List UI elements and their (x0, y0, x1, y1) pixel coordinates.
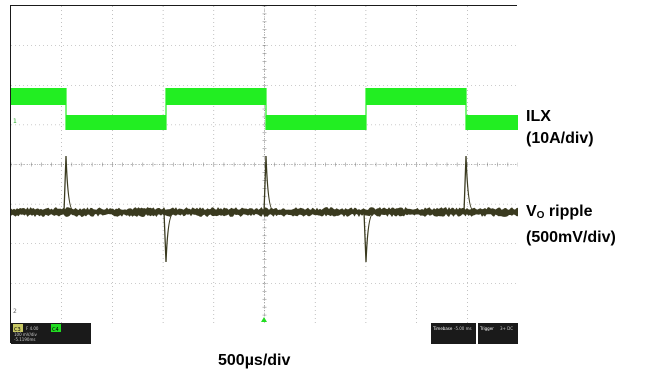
ilx-high-segment (11, 88, 66, 105)
vo-scale: (500mV/div) (526, 229, 616, 246)
trigger-title: Trigger (479, 326, 494, 331)
ilx-scale: (10A/div) (526, 130, 594, 147)
vo-spike-up (63, 155, 74, 213)
timebase-title: Timebase (432, 326, 453, 331)
ch3-tag (13, 324, 23, 332)
trigger-position-icon (261, 317, 267, 322)
ch4-tag-text: C4 (52, 327, 59, 333)
ilx-low-segment (466, 115, 518, 130)
ilx-label: ILX (10A/div) (526, 106, 594, 150)
ch3-position: -5.1190ms (14, 337, 35, 342)
vo-suffix: ripple (544, 203, 593, 220)
ch2-marker: 2 (13, 308, 17, 315)
status-bar: C3 C4 F 4.00 100 mV/div -5.1190ms Timeba… (11, 323, 518, 344)
timebase-value: -5.00 ms (454, 326, 472, 331)
waveform-display: 1 2 C3 C4 F 4.00 100 mV/div -5.1190ms Ti… (11, 6, 518, 344)
channel-info-panel (11, 323, 91, 344)
ilx-high-segment (166, 88, 266, 105)
ilx-low-segment (266, 115, 366, 130)
oscilloscope-screen: 1 2 C3 C4 F 4.00 100 mV/div -5.1190ms Ti… (10, 5, 518, 344)
ilx-waveform (11, 88, 518, 130)
timebase-label: 500µs/div (218, 352, 291, 369)
vo-prefix: V (526, 203, 537, 220)
trigger-panel (478, 323, 518, 344)
vo-spike-down (163, 211, 174, 263)
ilx-low-segment (66, 115, 166, 130)
ch3-tag-text: C3 (14, 327, 21, 333)
vo-spike-up (263, 155, 274, 213)
ch4-tag (51, 324, 61, 332)
vo-label: VO ripple (500mV/div) (526, 201, 616, 249)
vo-spike-down (363, 211, 374, 263)
trigger-value: 3+ DC (500, 326, 513, 331)
vo-ripple-waveform (11, 155, 518, 263)
ch3-scale: 100 mV/div (14, 332, 38, 337)
ilx-high-segment (366, 88, 466, 105)
ilx-title: ILX (526, 108, 551, 125)
timebase-panel (431, 323, 476, 344)
ch3-offset: F 4.00 (26, 326, 39, 331)
vo-title: VO ripple (526, 201, 616, 227)
vo-spike-up (463, 155, 474, 213)
ch1-marker: 1 (13, 118, 17, 125)
vo-subscript: O (536, 210, 545, 221)
